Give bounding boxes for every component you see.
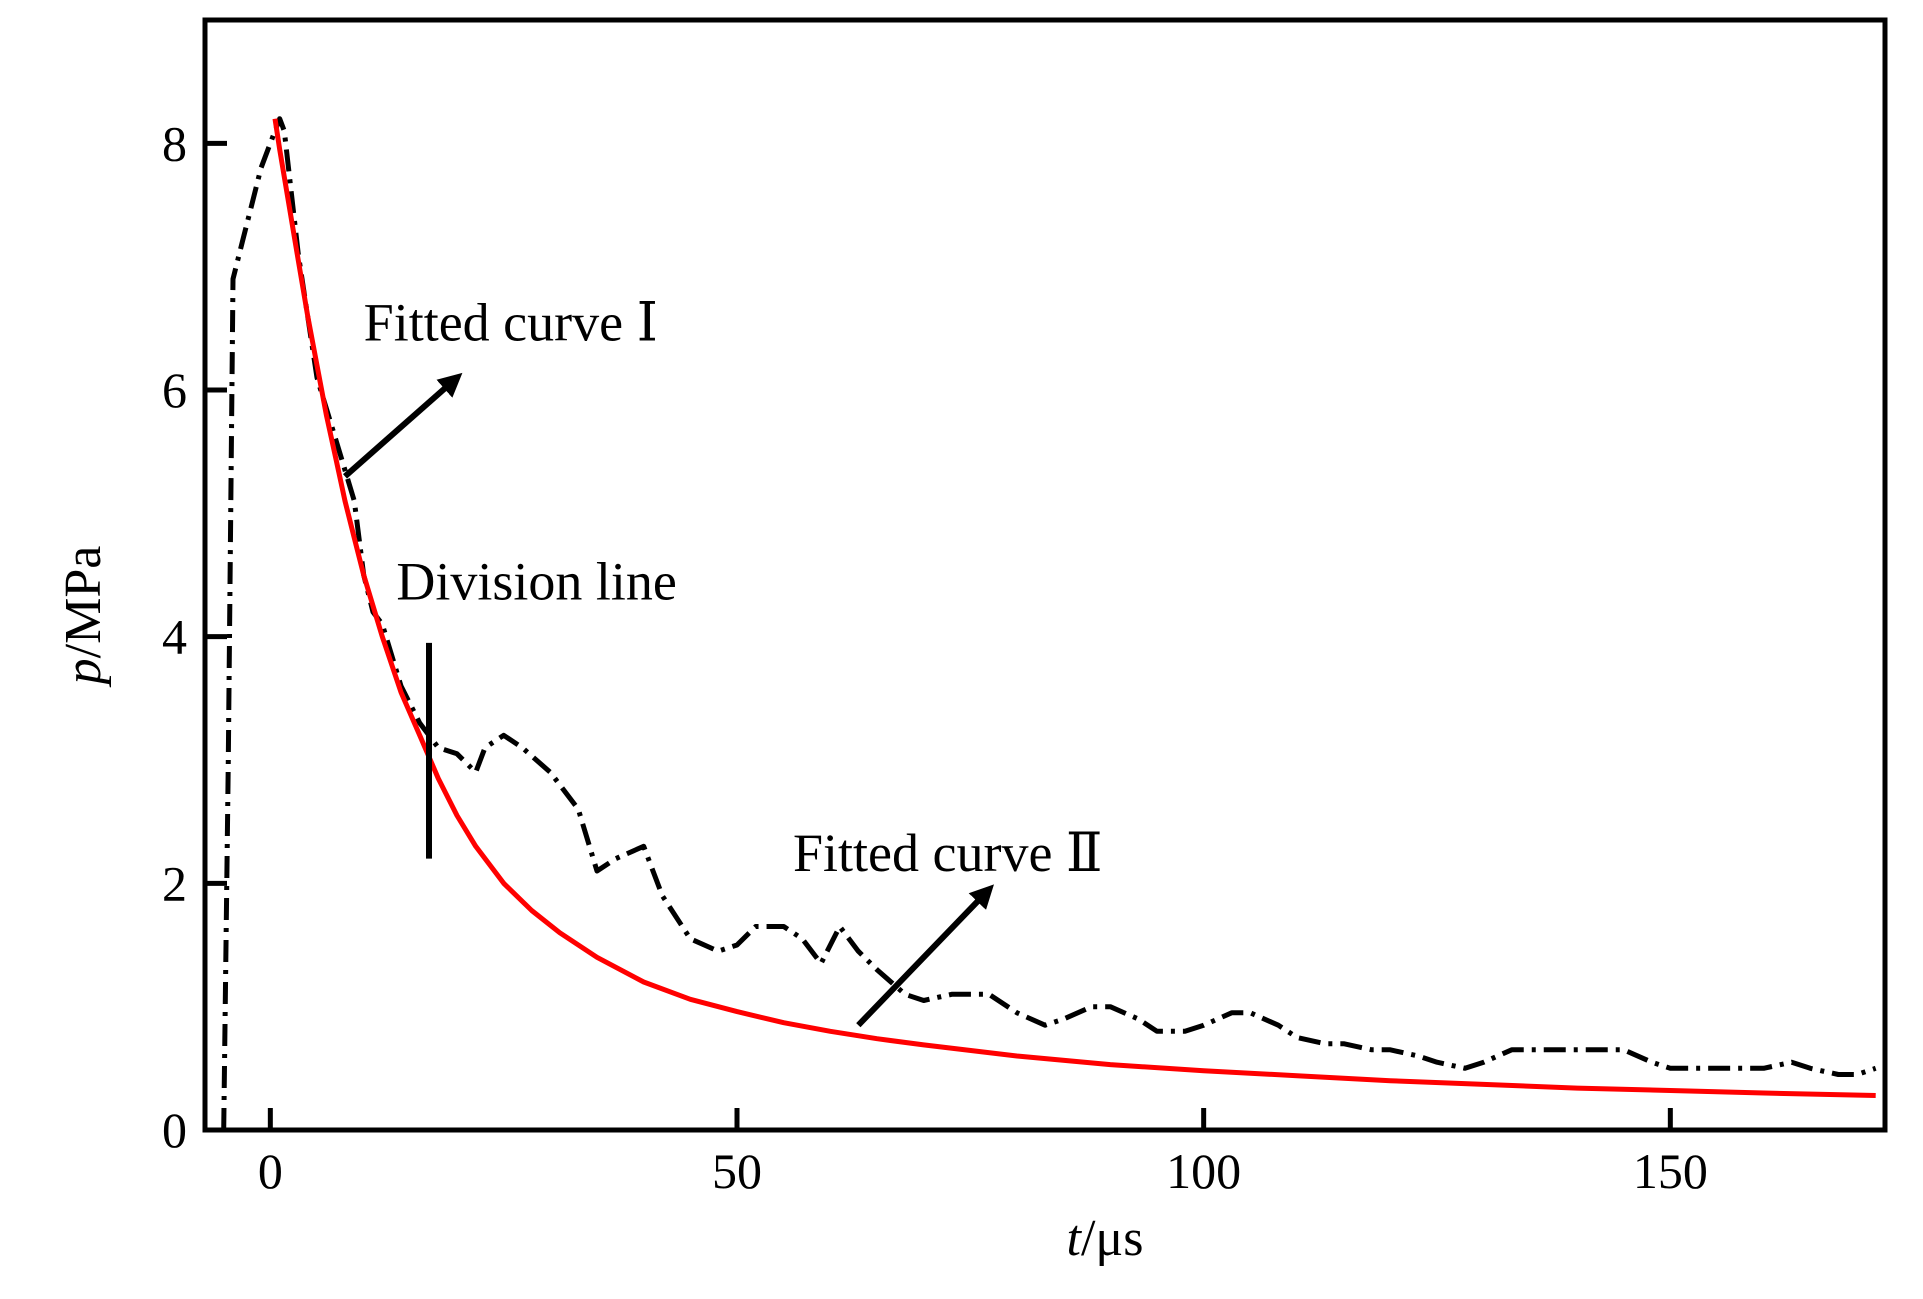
annotation-label: Division line <box>396 552 677 612</box>
y-tick-label: 0 <box>162 1102 187 1158</box>
annotation-label: Fitted curve Ⅱ <box>793 823 1103 883</box>
x-axis-ticks: 0 50 100 150 <box>258 1108 1708 1199</box>
measured-pressure-line <box>221 116 1877 1131</box>
y-axis-ticks: 0 2 4 6 8 <box>162 115 227 1158</box>
plot-frame <box>202 17 1888 1133</box>
y-axis-label: p/MPa <box>55 546 112 689</box>
x-axis-label: t/μs <box>1066 1210 1143 1267</box>
annotation-label: Fitted curve Ⅰ <box>364 293 658 353</box>
measured-series <box>221 116 1877 1131</box>
y-tick-label: 4 <box>162 609 187 665</box>
y-axis-label-unit: /MPa <box>55 546 112 659</box>
y-tick-label: 6 <box>162 362 187 418</box>
fitted-series <box>272 118 1876 1098</box>
fitted-curve-line <box>272 118 1876 1098</box>
y-axis-label-variable: p <box>55 658 112 688</box>
annotation-arrow <box>856 884 994 1028</box>
x-tick-label: 50 <box>712 1143 762 1199</box>
annotations: Fitted curve Ⅰ Division line Fitted curve … <box>343 293 1103 1028</box>
x-tick-label: 100 <box>1166 1143 1241 1199</box>
y-tick-label: 8 <box>162 115 187 171</box>
x-tick-label: 150 <box>1633 1143 1708 1199</box>
x-axis-label-variable: t <box>1066 1210 1082 1267</box>
x-axis-label-unit: /μs <box>1081 1210 1144 1267</box>
annotation-arrow <box>343 372 463 479</box>
x-tick-label: 0 <box>258 1143 283 1199</box>
y-tick-label: 2 <box>162 855 187 911</box>
